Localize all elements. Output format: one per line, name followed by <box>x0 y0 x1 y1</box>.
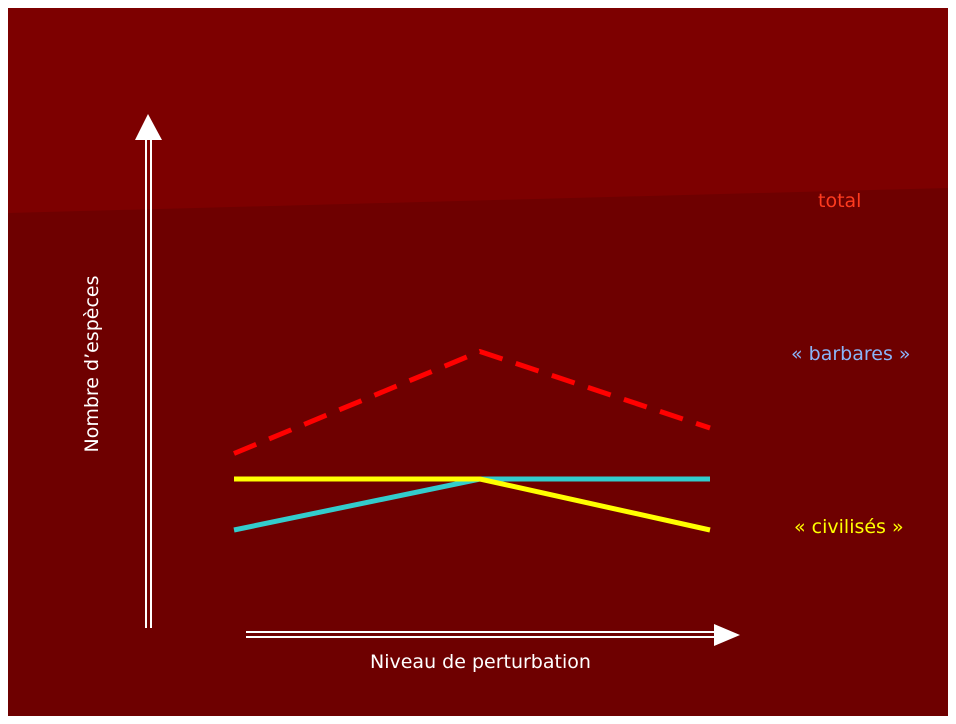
legend-total: total <box>818 190 862 212</box>
slide-background <box>8 8 948 213</box>
series-civilises-line <box>234 476 711 533</box>
x-axis-title: Niveau de perturbation <box>370 651 591 673</box>
y-axis-arrow <box>135 114 162 628</box>
series-total-line <box>233 348 711 456</box>
slide: Nombre d’espèces Niveau de perturbation … <box>8 8 948 716</box>
legend-civilises: « civilisés » <box>794 516 904 538</box>
legend-barbares: « barbares » <box>791 343 911 365</box>
series-layer <box>233 348 711 533</box>
y-axis-title: Nombre d’espèces <box>81 275 103 453</box>
series-barbares-line <box>233 476 710 533</box>
x-axis-arrow <box>246 624 740 646</box>
diagram-canvas <box>135 114 740 646</box>
